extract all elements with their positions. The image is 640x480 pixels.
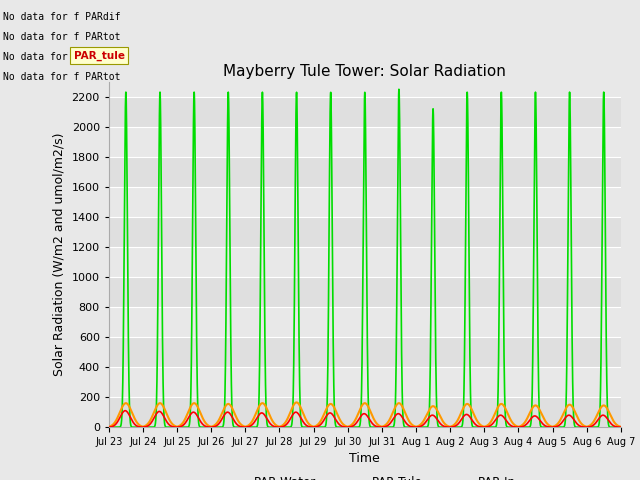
Bar bbox=[109, 397, 621, 427]
Legend: PAR Water, PAR Tule, PAR In: PAR Water, PAR Tule, PAR In bbox=[210, 471, 520, 480]
Text: No data for f PARdif: No data for f PARdif bbox=[3, 12, 121, 22]
Bar bbox=[109, 277, 621, 307]
Text: PAR_tule: PAR_tule bbox=[74, 50, 125, 60]
Bar bbox=[109, 157, 621, 187]
Title: Mayberry Tule Tower: Solar Radiation: Mayberry Tule Tower: Solar Radiation bbox=[223, 64, 506, 79]
Y-axis label: Solar Radiation (W/m2 and umol/m2/s): Solar Radiation (W/m2 and umol/m2/s) bbox=[53, 132, 66, 376]
Text: No data for f PARdif: No data for f PARdif bbox=[3, 52, 121, 62]
Bar bbox=[109, 337, 621, 367]
Text: No data for f PARtot: No data for f PARtot bbox=[3, 32, 121, 42]
Text: No data for f PARtot: No data for f PARtot bbox=[3, 72, 121, 83]
Bar bbox=[109, 96, 621, 127]
Bar bbox=[109, 217, 621, 247]
X-axis label: Time: Time bbox=[349, 453, 380, 466]
